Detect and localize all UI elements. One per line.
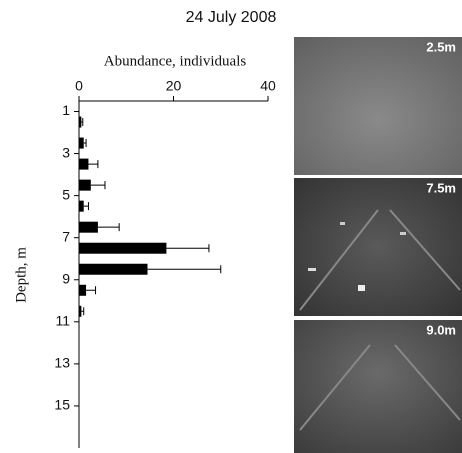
photo-panel: 2.5m <box>294 37 462 175</box>
panel-label: 7.5m <box>426 180 456 195</box>
error-bar <box>86 286 97 295</box>
bar <box>79 221 98 233</box>
bar <box>79 242 167 254</box>
bar <box>79 179 91 191</box>
error-bar <box>90 181 106 190</box>
y-tick-label: 13 <box>54 355 70 371</box>
error-bar <box>81 307 85 316</box>
y-tick-label: 7 <box>62 228 70 244</box>
y-axis-label: Depth, m <box>13 247 29 303</box>
error-bar <box>83 139 87 148</box>
y-tick-label: 5 <box>62 186 70 202</box>
photo-panel: 9.0m <box>294 320 462 453</box>
panel-label: 9.0m <box>426 322 456 337</box>
bar <box>79 158 89 170</box>
panel-label: 2.5m <box>426 39 456 54</box>
bar <box>79 137 84 149</box>
x-axis-label: Abundance, individuals <box>104 53 247 69</box>
bar <box>79 200 84 212</box>
error-bar <box>147 265 222 274</box>
x-tick-label: 0 <box>75 78 83 94</box>
y-tick-label: 11 <box>55 313 70 329</box>
bar <box>79 116 82 128</box>
y-tick-label: 9 <box>62 270 70 286</box>
x-tick-label: 20 <box>166 78 182 94</box>
x-tick-label: 40 <box>260 78 276 94</box>
bar <box>79 284 87 296</box>
y-tick-label: 3 <box>62 144 70 160</box>
bar <box>79 305 82 317</box>
y-tick-label: 15 <box>54 397 70 413</box>
error-bar <box>81 118 84 127</box>
photo-panel: 7.5m <box>294 178 462 316</box>
error-bar <box>97 223 120 232</box>
error-bar <box>88 160 99 169</box>
error-bar <box>83 202 89 211</box>
chart-title: 24 July 2008 <box>186 9 277 26</box>
error-bar <box>166 244 210 253</box>
bar <box>79 263 148 275</box>
y-tick-label: 1 <box>62 102 70 118</box>
